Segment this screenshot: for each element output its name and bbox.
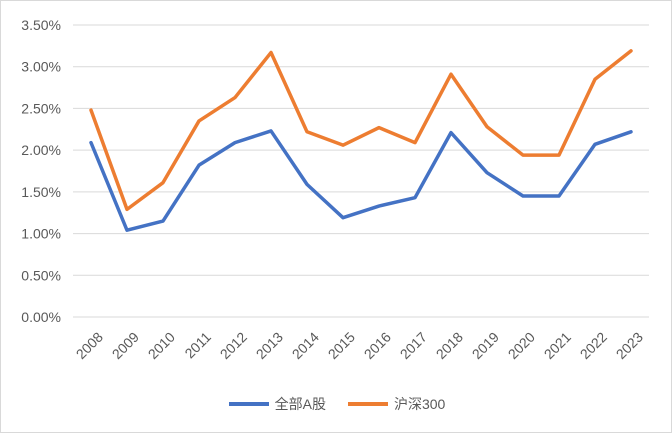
x-tick-label: 2020 xyxy=(505,329,538,362)
y-tick-label: 1.00% xyxy=(21,226,61,242)
x-tick-label: 2016 xyxy=(361,329,394,362)
x-tick-label: 2012 xyxy=(217,329,250,362)
x-tick-label: 2022 xyxy=(577,329,610,362)
y-tick-label: 2.50% xyxy=(21,100,61,116)
x-tick-label: 2023 xyxy=(613,329,646,362)
x-tick-label: 2009 xyxy=(109,329,142,362)
y-tick-label: 0.50% xyxy=(21,267,61,283)
legend-item-series-0: 全部A股 xyxy=(229,394,326,414)
x-tick-label: 2013 xyxy=(253,329,286,362)
x-tick-label: 2014 xyxy=(289,329,322,362)
x-tick-label: 2017 xyxy=(397,329,430,362)
legend-swatch-series-0 xyxy=(229,402,269,406)
series-line-0 xyxy=(91,131,631,230)
x-tick-label: 2010 xyxy=(145,329,178,362)
x-tick-label: 2019 xyxy=(469,329,502,362)
legend-label-series-1: 沪深300 xyxy=(394,394,445,414)
x-tick-label: 2018 xyxy=(433,329,466,362)
x-tick-label: 2015 xyxy=(325,329,358,362)
legend-label-series-0: 全部A股 xyxy=(275,394,326,414)
y-tick-label: 0.00% xyxy=(21,309,61,325)
y-tick-label: 1.50% xyxy=(21,184,61,200)
legend-swatch-series-1 xyxy=(348,402,388,406)
x-tick-label: 2011 xyxy=(181,329,214,362)
y-tick-label: 2.00% xyxy=(21,142,61,158)
x-tick-label: 2008 xyxy=(73,329,106,362)
legend-item-series-1: 沪深300 xyxy=(348,394,445,414)
x-tick-label: 2021 xyxy=(541,329,574,362)
y-tick-label: 3.00% xyxy=(21,59,61,75)
series-line-1 xyxy=(91,51,631,210)
legend: 全部A股 沪深300 xyxy=(1,394,672,414)
y-tick-label: 3.50% xyxy=(21,17,61,33)
